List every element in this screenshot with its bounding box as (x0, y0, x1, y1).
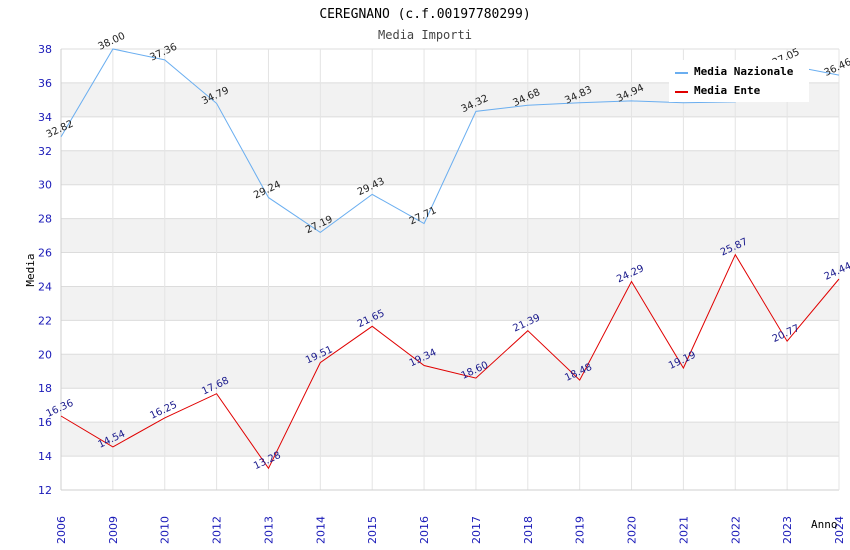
legend: Media Nazionale Media Ente (669, 60, 809, 102)
y-tick-label: 18 (38, 382, 52, 395)
grid-band (61, 422, 839, 457)
grid-band (61, 286, 839, 321)
x-tick-label: 2010 (159, 516, 172, 544)
grid-bands (61, 82, 839, 457)
series-line-media-ente (60, 253, 840, 470)
data-label-media-ente: 20.77 (771, 323, 802, 345)
grid-band (61, 218, 839, 253)
y-tick-label: 32 (38, 145, 52, 158)
y-tick-label: 12 (38, 484, 52, 497)
x-tick-label: 2021 (677, 516, 690, 544)
y-tick-label: 24 (38, 280, 52, 293)
y-tick-label: 26 (38, 247, 52, 260)
grid-band (61, 354, 839, 389)
y-tick-labels: 12 14 16 18 20 22 24 26 28 30 32 34 36 38 (38, 43, 52, 497)
x-tick-label: 2015 (366, 516, 379, 544)
y-tick-label: 30 (38, 179, 52, 192)
x-tick-label: 2019 (574, 516, 587, 544)
chart-title: CEREGNANO (c.f.00197780299) (319, 7, 530, 22)
x-tick-label: 2017 (470, 516, 483, 544)
x-tick-label: 2023 (781, 516, 794, 544)
x-axis-title: Anno (811, 518, 838, 531)
data-label-media-nazionale: 37.36 (148, 42, 179, 64)
y-tick-label: 16 (38, 416, 52, 429)
x-tick-label: 2016 (418, 516, 431, 544)
legend-box (669, 60, 809, 102)
y-tick-label: 20 (38, 348, 52, 361)
legend-label-media-nazionale: Media Nazionale (694, 65, 794, 78)
series-line-media-nazionale (60, 48, 840, 234)
legend-label-media-ente: Media Ente (694, 84, 761, 97)
x-tick-label: 2020 (626, 516, 639, 544)
chart-subtitle: Media Importi (378, 28, 472, 42)
series-lines (60, 48, 840, 470)
data-label-media-ente: 24.29 (615, 263, 646, 285)
x-tick-label: 2013 (262, 516, 275, 544)
data-label-media-ente: 24.44 (823, 261, 850, 283)
y-tick-label: 28 (38, 213, 52, 226)
x-tick-label: 2018 (522, 516, 535, 544)
x-tick-label: 2022 (729, 516, 742, 544)
x-tick-label: 2012 (211, 516, 224, 544)
y-tick-label: 22 (38, 314, 52, 327)
x-tick-label: 2014 (314, 516, 327, 544)
y-tick-label: 38 (38, 43, 52, 56)
x-tick-label: 2024 (833, 516, 846, 544)
data-label-media-ente: 16.36 (45, 398, 76, 420)
x-tick-label: 2006 (55, 516, 68, 544)
y-tick-label: 34 (38, 111, 52, 124)
y-axis-title: Media (24, 253, 37, 286)
x-tick-label: 2009 (107, 516, 120, 544)
data-label-media-nazionale: 36.46 (823, 57, 850, 79)
y-tick-label: 36 (38, 77, 52, 90)
y-tick-label: 14 (38, 450, 52, 463)
x-tick-labels: 2006 2009 2010 2012 2013 2014 2015 2016 2017 2018… (55, 516, 846, 544)
